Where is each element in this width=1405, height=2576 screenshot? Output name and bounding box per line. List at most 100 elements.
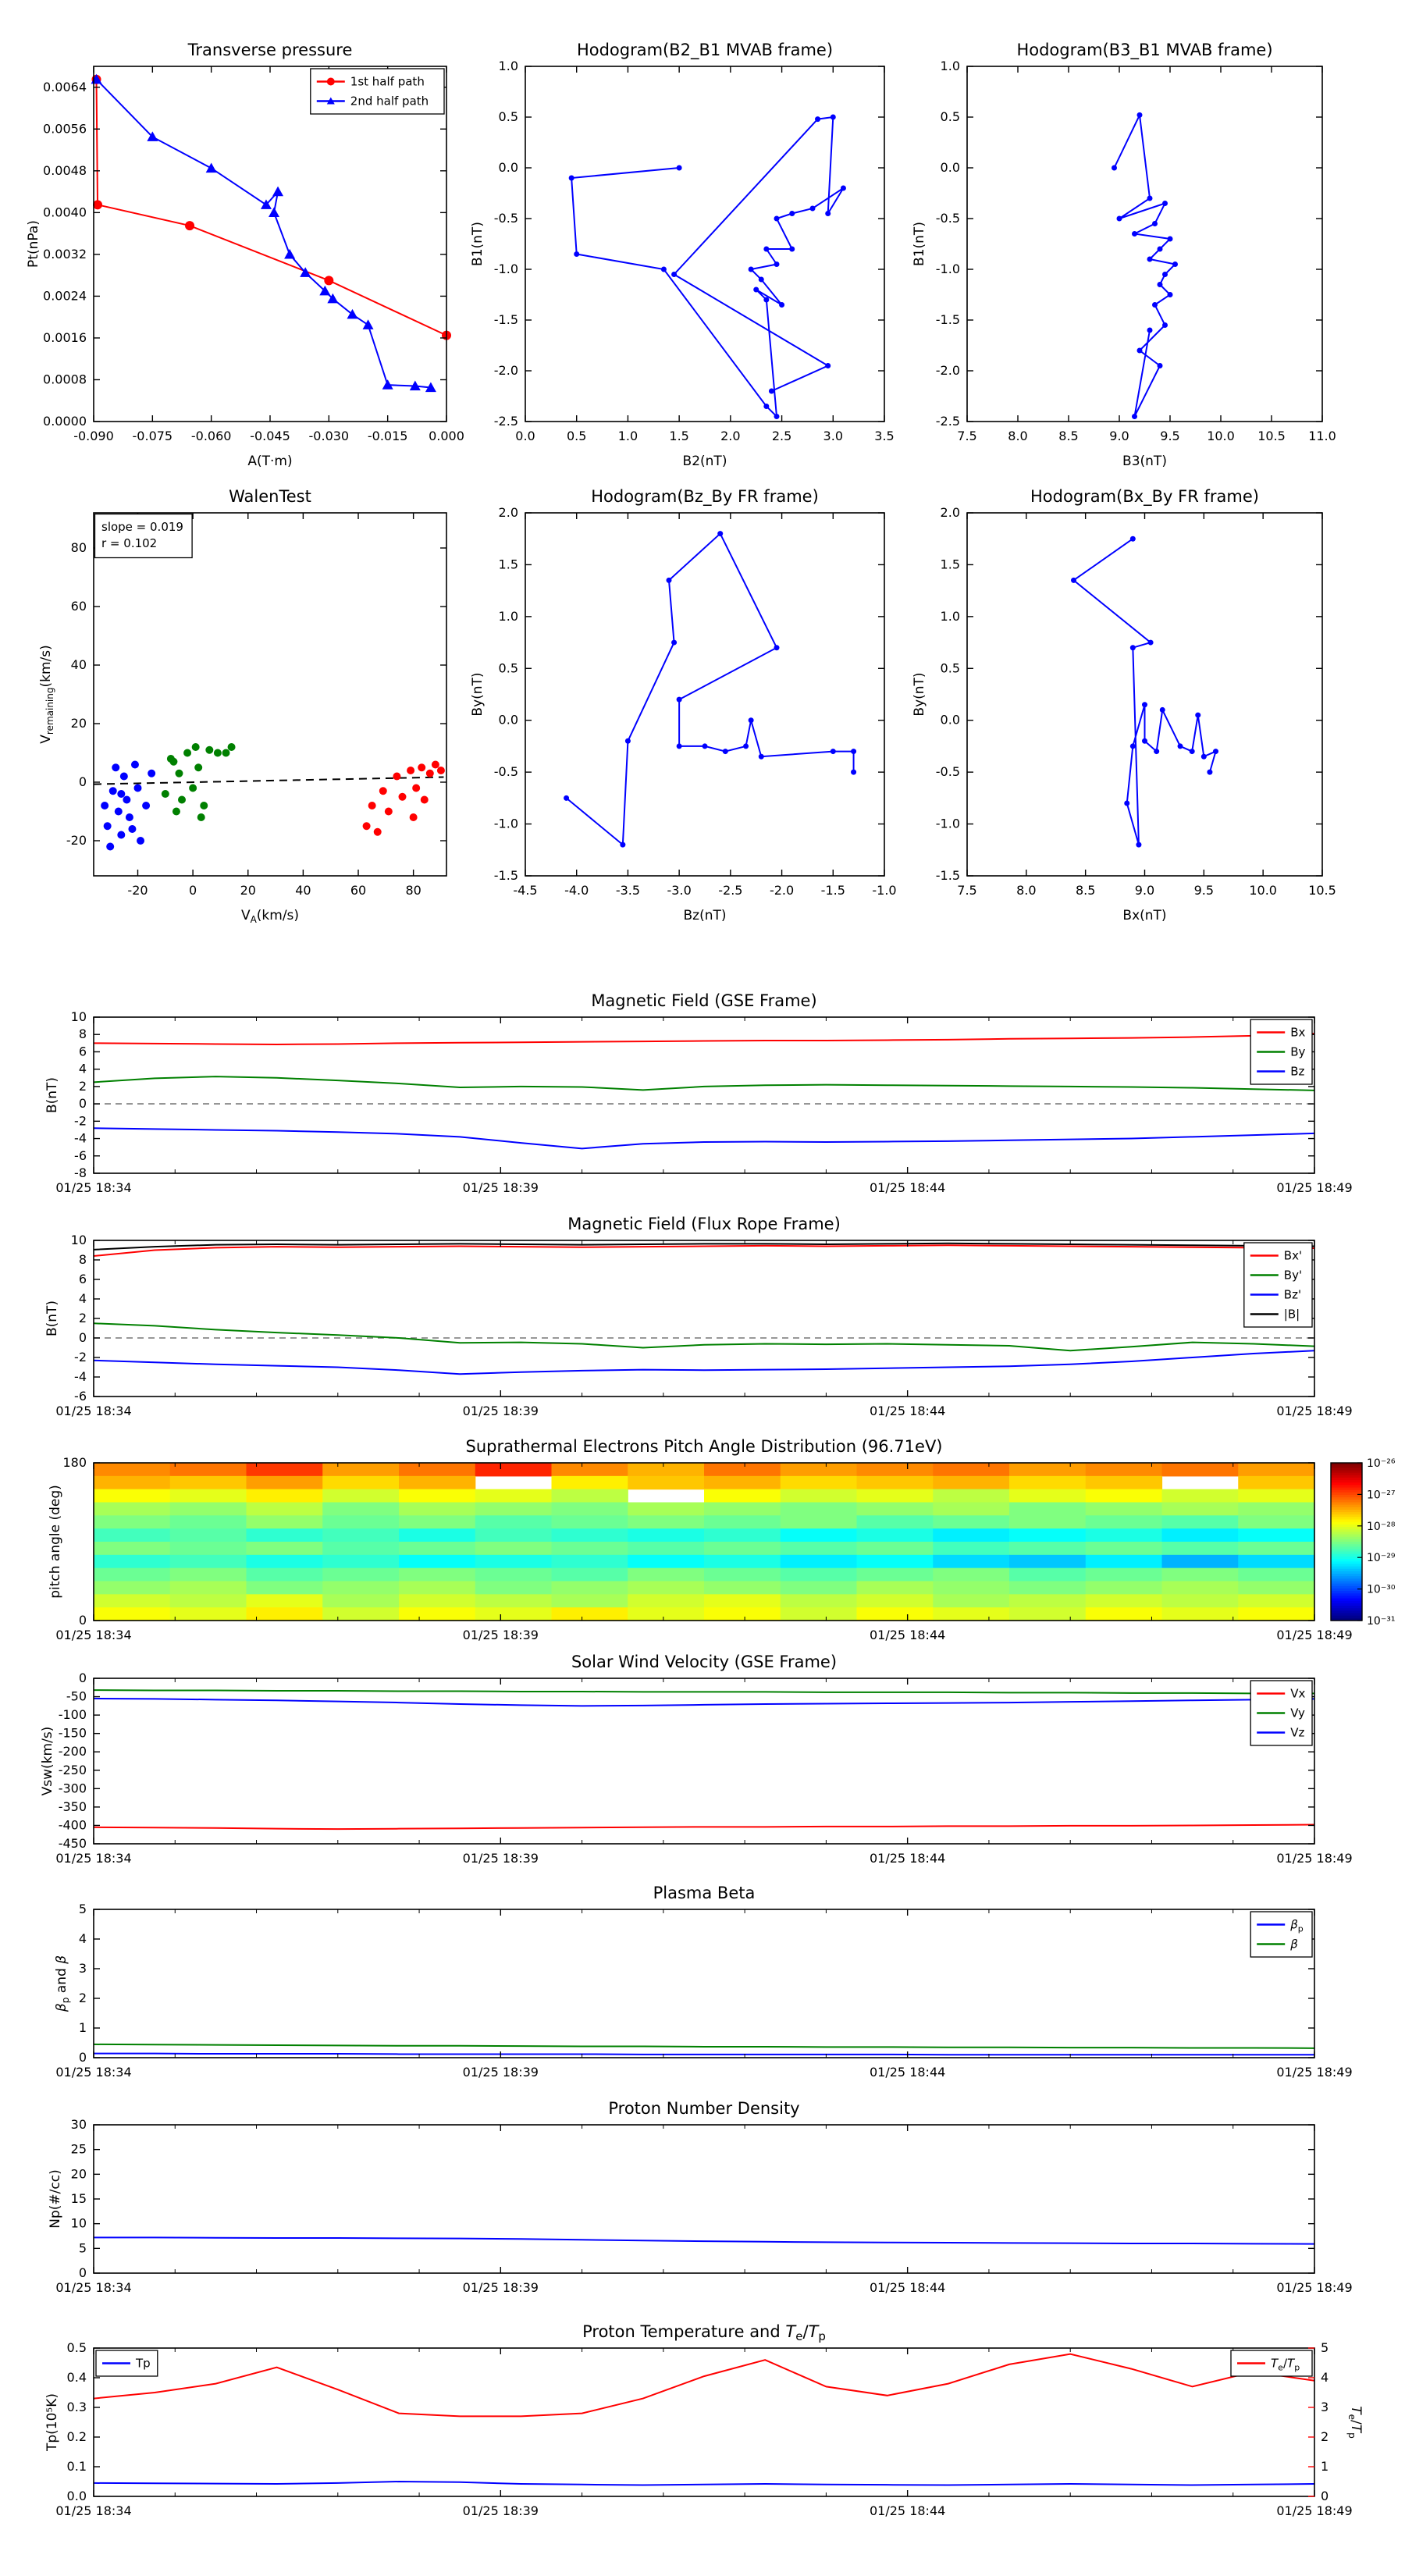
heatmap-cell xyxy=(475,1581,553,1595)
marker-dot xyxy=(1189,749,1195,755)
heatmap-cell xyxy=(1009,1475,1087,1490)
heatmap-cell xyxy=(169,1489,247,1503)
x-tick-label: 01/25 18:34 xyxy=(55,1404,131,1418)
legend-label: Bx' xyxy=(1284,1249,1302,1263)
heatmap-cell xyxy=(1009,1554,1087,1569)
marker-circle xyxy=(324,276,334,286)
y-tick-label: -1.0 xyxy=(936,262,960,276)
y-tick-label: -4 xyxy=(74,1369,87,1384)
series-Bx xyxy=(93,1033,1315,1046)
x-tick-label: 01/25 18:49 xyxy=(1276,2065,1352,2080)
panel-title: Proton Number Density xyxy=(608,2099,799,2118)
series-By xyxy=(93,1076,1315,1091)
legend-label: Bz' xyxy=(1284,1288,1301,1302)
x-axis-label: A(T·m) xyxy=(247,454,292,469)
heatmap-cell xyxy=(704,1554,781,1569)
panel-pad: 01/25 18:34 01/25 18:39 01/25 18:44 01/25 1… xyxy=(48,1437,1396,1642)
marker-dot xyxy=(825,211,831,216)
marker-dot xyxy=(809,205,816,212)
x-tick-label: -0.075 xyxy=(133,429,173,443)
heatmap-cell xyxy=(1085,1607,1163,1621)
colorbar-strip xyxy=(1331,1529,1362,1532)
y-tick-label: 0.1 xyxy=(67,2459,87,2474)
heatmap-cell xyxy=(1009,1607,1087,1621)
heatmap-cell xyxy=(94,1567,171,1582)
panel-hodogram-b2b1: 0.0 0.5 1.0 1.5 2.0 2.5 3.0 3.5 -2.5 -2.0 -1.5 -1.0… xyxy=(470,41,895,469)
y-tick-label: 10 xyxy=(71,2216,87,2231)
heatmap-cell xyxy=(1009,1528,1087,1542)
heatmap-cell xyxy=(1009,1594,1087,1608)
x-tick-label: 01/25 18:44 xyxy=(870,1404,945,1418)
heatmap-cell xyxy=(780,1475,858,1490)
heatmap-cell xyxy=(94,1594,171,1608)
marker-circle xyxy=(431,760,439,769)
series-Vx xyxy=(93,1823,1315,1831)
heatmap-cell xyxy=(94,1502,171,1516)
marker-dot xyxy=(702,743,708,749)
panel-temp: 01/25 18:34 01/25 18:39 01/25 18:44 01/25 1… xyxy=(44,2322,1364,2518)
marker-dot xyxy=(1147,256,1153,262)
heatmap-cell xyxy=(933,1528,1010,1542)
heatmap-cell xyxy=(1009,1542,1087,1556)
x-tick-label: 9.5 xyxy=(1194,883,1214,898)
heatmap-cell xyxy=(856,1463,934,1477)
marker-circle xyxy=(213,749,222,757)
marker-circle xyxy=(200,802,208,809)
heatmap-cell xyxy=(1085,1594,1163,1608)
colorbar-strip xyxy=(1331,1581,1362,1585)
heatmap-cell xyxy=(399,1581,476,1595)
colorbar-tick-label: 10⁻²⁹ xyxy=(1367,1552,1396,1564)
heatmap-cell xyxy=(399,1489,476,1503)
x-tick-label: 10.5 xyxy=(1257,429,1286,443)
x-tick-label: 11.0 xyxy=(1308,429,1336,443)
axes-frame xyxy=(93,2124,1315,2274)
heatmap-cell xyxy=(1238,1607,1315,1621)
heatmap-cell xyxy=(246,1554,323,1569)
heatmap-cell xyxy=(933,1502,1010,1516)
y-tick-label: -0.5 xyxy=(936,211,960,226)
marker-dot xyxy=(676,165,682,171)
heatmap-cell xyxy=(628,1594,705,1608)
colorbar-strip xyxy=(1331,1482,1362,1486)
heatmap-cell xyxy=(1009,1581,1087,1595)
heatmap-cell xyxy=(1085,1554,1163,1569)
panel-title: Suprathermal Electrons Pitch Angle Distr… xyxy=(466,1437,943,1456)
y-tick-label: 8 xyxy=(79,1026,87,1041)
heatmap-cell xyxy=(1238,1515,1315,1529)
heatmap-cell xyxy=(628,1475,705,1490)
legend-label: 2nd half path xyxy=(350,94,429,109)
heatmap-cell xyxy=(169,1554,247,1569)
heatmap-cell xyxy=(780,1567,858,1582)
heatmap-cell xyxy=(1238,1594,1315,1608)
colorbar-strip xyxy=(1331,1561,1362,1565)
axes-frame xyxy=(93,1909,1315,2058)
y-tick-label: 0.5 xyxy=(67,2340,87,2355)
heatmap-cell xyxy=(856,1542,934,1556)
heatmap-cell xyxy=(780,1528,858,1542)
y-tick-label: 2.0 xyxy=(499,505,518,520)
x-tick-label: 01/25 18:49 xyxy=(1276,1628,1352,1642)
y-tick-label: 10 xyxy=(71,1233,87,1247)
x-tick-label: 7.5 xyxy=(957,883,976,898)
axes-frame xyxy=(966,512,1323,877)
marker-circle xyxy=(137,837,145,845)
y-tick-label: 6 xyxy=(79,1044,87,1059)
x-tick-label: 60 xyxy=(350,883,366,898)
heatmap-cell xyxy=(933,1463,1010,1477)
marker-dot xyxy=(1132,231,1137,237)
marker-circle xyxy=(142,802,151,809)
x-tick-label: -0.015 xyxy=(368,429,408,443)
marker-dot xyxy=(830,114,836,120)
marker-circle xyxy=(197,813,205,821)
heatmap-cell xyxy=(1085,1542,1163,1556)
heatmap-cell xyxy=(1238,1502,1315,1516)
marker-dot xyxy=(1162,201,1168,206)
heatmap-cell xyxy=(1009,1489,1087,1503)
marker-dot xyxy=(743,743,749,749)
heatmap-cell xyxy=(1238,1475,1315,1490)
heatmap-cell xyxy=(704,1489,781,1503)
marker-dot xyxy=(851,749,857,755)
axes-frame xyxy=(93,1016,1315,1174)
y-tick-label: 5 xyxy=(79,2240,87,2255)
marker-dot xyxy=(568,175,574,181)
